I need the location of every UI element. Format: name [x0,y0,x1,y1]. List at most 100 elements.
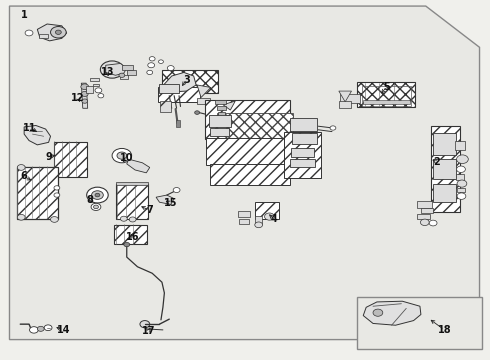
Circle shape [54,193,60,197]
Bar [116,182,147,185]
Bar [86,86,93,93]
Bar [206,138,289,165]
Bar [239,219,249,224]
Circle shape [50,217,58,222]
Text: 18: 18 [438,325,451,335]
Polygon shape [106,63,127,75]
Bar [160,102,171,112]
Circle shape [44,325,52,330]
Bar [39,34,48,38]
Bar [417,201,432,208]
Circle shape [82,99,88,103]
Circle shape [55,30,61,35]
Bar [364,100,410,104]
Bar [93,84,99,86]
Bar [433,159,456,179]
Bar [17,167,58,219]
Polygon shape [197,85,211,98]
Polygon shape [24,126,50,145]
Circle shape [457,180,467,187]
Circle shape [92,191,103,199]
Bar [255,202,279,219]
Circle shape [167,66,174,71]
Circle shape [112,148,132,163]
Bar [362,86,411,105]
Circle shape [265,213,274,220]
Text: 5: 5 [383,82,390,92]
Bar [210,164,290,185]
Text: 6: 6 [21,171,27,181]
Text: 14: 14 [56,325,70,335]
Bar [357,82,415,107]
Circle shape [195,111,199,114]
Text: 1: 1 [21,10,27,20]
Text: 3: 3 [183,75,190,85]
Text: 13: 13 [100,67,114,77]
Circle shape [149,57,155,61]
Circle shape [420,219,429,226]
Circle shape [54,186,60,190]
Circle shape [37,326,44,331]
Polygon shape [81,83,88,108]
Bar [90,78,99,81]
Bar [339,101,351,108]
Circle shape [148,63,155,68]
Bar [357,297,482,348]
Polygon shape [339,91,351,102]
Polygon shape [162,72,196,92]
Bar [54,141,87,177]
Circle shape [119,73,125,77]
Circle shape [87,187,108,203]
Bar [196,98,210,104]
Polygon shape [127,159,150,173]
Bar [433,184,456,202]
Text: 15: 15 [164,198,177,208]
Circle shape [429,220,437,226]
Circle shape [457,193,466,199]
Text: 2: 2 [434,157,441,167]
Circle shape [110,68,115,71]
Bar [175,120,179,127]
Bar [291,148,315,157]
Circle shape [173,188,180,193]
Bar [217,113,293,140]
Circle shape [95,88,102,93]
Bar [215,100,226,104]
Circle shape [255,222,263,228]
Circle shape [457,155,468,163]
Bar [290,118,317,131]
Circle shape [140,320,150,328]
Circle shape [29,327,38,333]
Bar [210,128,229,135]
Circle shape [124,242,130,247]
Text: 7: 7 [147,206,153,216]
Bar [116,184,147,219]
Bar [416,214,430,219]
Circle shape [106,65,118,74]
Bar [456,175,465,180]
Bar [218,112,225,115]
Text: 16: 16 [126,232,139,242]
Circle shape [457,166,465,172]
Bar [284,132,321,178]
Text: 8: 8 [86,195,93,205]
Bar [293,134,317,144]
Polygon shape [223,101,235,110]
Text: 17: 17 [142,326,155,336]
Bar [162,70,219,93]
Bar [433,134,456,155]
Bar [238,211,250,217]
Polygon shape [9,6,480,339]
Circle shape [330,126,336,130]
Circle shape [25,30,33,36]
Text: 9: 9 [45,152,52,162]
Bar [159,84,179,93]
Polygon shape [363,301,421,325]
Circle shape [17,215,25,220]
Circle shape [95,193,100,197]
Circle shape [81,84,89,90]
Circle shape [159,60,163,63]
Circle shape [81,91,88,96]
Bar [158,87,200,102]
Circle shape [94,205,98,209]
